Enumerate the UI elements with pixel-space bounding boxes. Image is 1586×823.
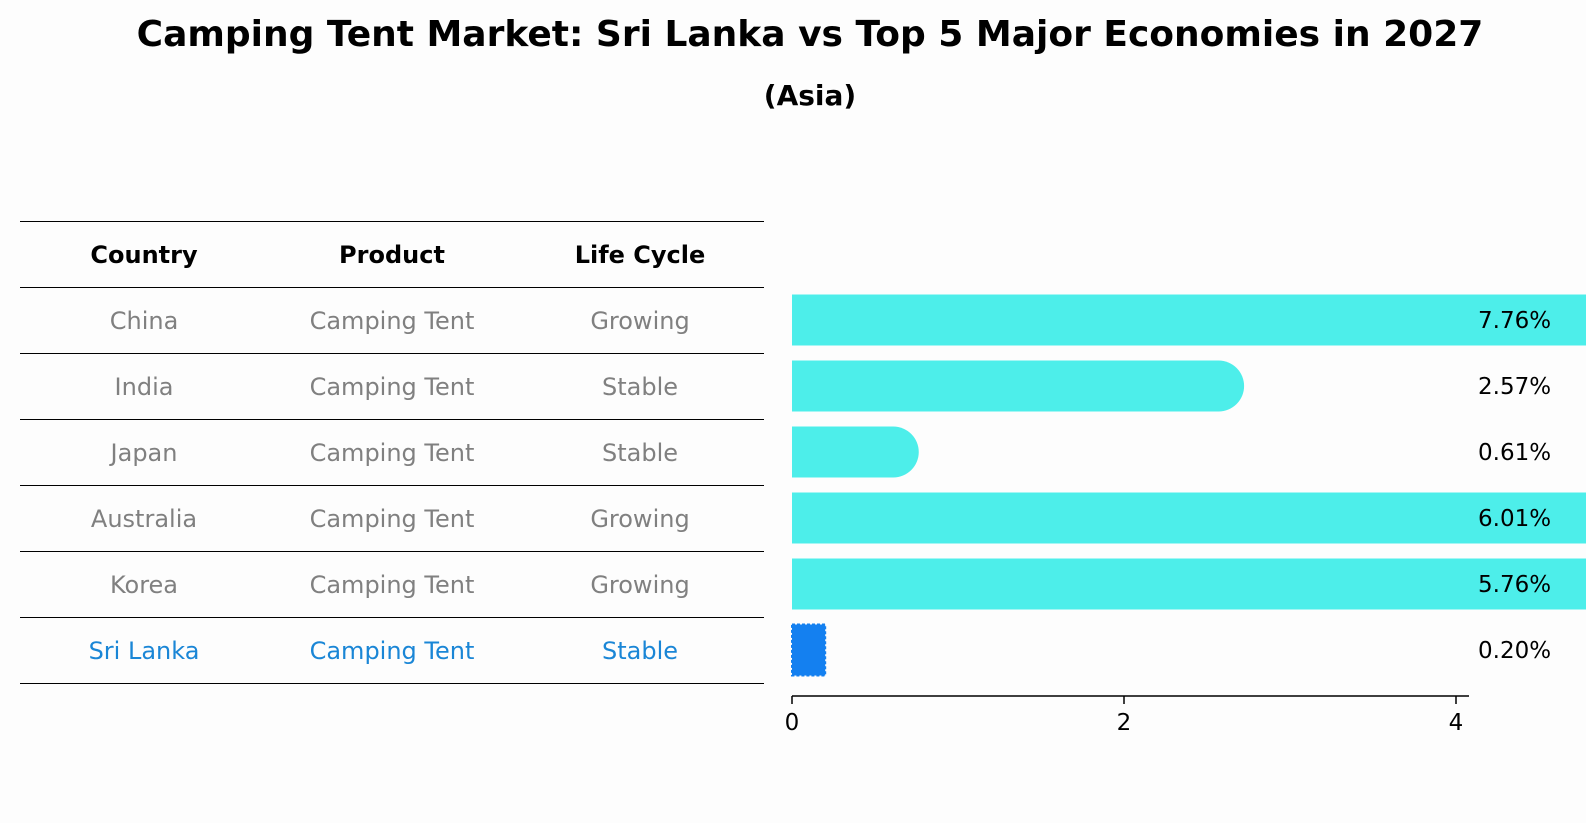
- table-row-highlighted: Sri Lanka Camping Tent Stable: [20, 617, 764, 684]
- country-cell: Japan: [20, 419, 268, 486]
- chart-title: Camping Tent Market: Sri Lanka vs Top 5 …: [136, 14, 1484, 55]
- table-row: China Camping Tent Growing: [20, 287, 764, 354]
- value-label: 2.57%: [1478, 374, 1551, 400]
- product-cell: Camping Tent: [268, 551, 516, 618]
- life-cycle-cell: Stable: [516, 617, 764, 684]
- value-label: 5.76%: [1478, 572, 1551, 598]
- bar-australia: [792, 492, 1586, 544]
- country-cell: India: [20, 353, 268, 420]
- country-cell: Australia: [20, 485, 268, 552]
- table-row: India Camping Tent Stable: [20, 353, 764, 420]
- market-table: Country Product Life Cycle China Camping…: [20, 221, 764, 684]
- country-cell: China: [20, 287, 268, 354]
- value-label: 6.01%: [1478, 506, 1551, 532]
- product-cell: Camping Tent: [268, 353, 516, 420]
- life-cycle-cell: Stable: [516, 419, 764, 486]
- column-header-product: Product: [268, 221, 516, 288]
- bar-sri-lanka: [791, 623, 827, 677]
- country-cell: Korea: [20, 551, 268, 618]
- country-cell: Sri Lanka: [20, 617, 268, 684]
- value-label: 7.76%: [1478, 308, 1551, 334]
- table-row: Korea Camping Tent Growing: [20, 551, 764, 618]
- product-cell: Camping Tent: [268, 419, 516, 486]
- bar-korea: [792, 558, 1586, 610]
- x-tick-label: 2: [1117, 710, 1132, 736]
- product-cell: Camping Tent: [268, 287, 516, 354]
- column-header-life-cycle: Life Cycle: [516, 221, 764, 288]
- life-cycle-cell: Growing: [516, 287, 764, 354]
- bar-japan: [792, 426, 919, 478]
- value-label: 0.20%: [1478, 638, 1551, 664]
- bar-china: [792, 294, 1586, 346]
- table-row: Australia Camping Tent Growing: [20, 485, 764, 552]
- x-tick-label: 0: [785, 710, 800, 736]
- life-cycle-cell: Growing: [516, 485, 764, 552]
- bar-india: [792, 360, 1245, 412]
- column-header-country: Country: [20, 221, 268, 288]
- table-row: Japan Camping Tent Stable: [20, 419, 764, 486]
- product-cell: Camping Tent: [268, 617, 516, 684]
- x-tick-label: 4: [1449, 710, 1464, 736]
- product-cell: Camping Tent: [268, 485, 516, 552]
- value-label: 0.61%: [1478, 440, 1551, 466]
- table-header-row: Country Product Life Cycle: [20, 221, 764, 288]
- chart-subtitle: (Asia): [763, 79, 857, 112]
- life-cycle-cell: Growing: [516, 551, 764, 618]
